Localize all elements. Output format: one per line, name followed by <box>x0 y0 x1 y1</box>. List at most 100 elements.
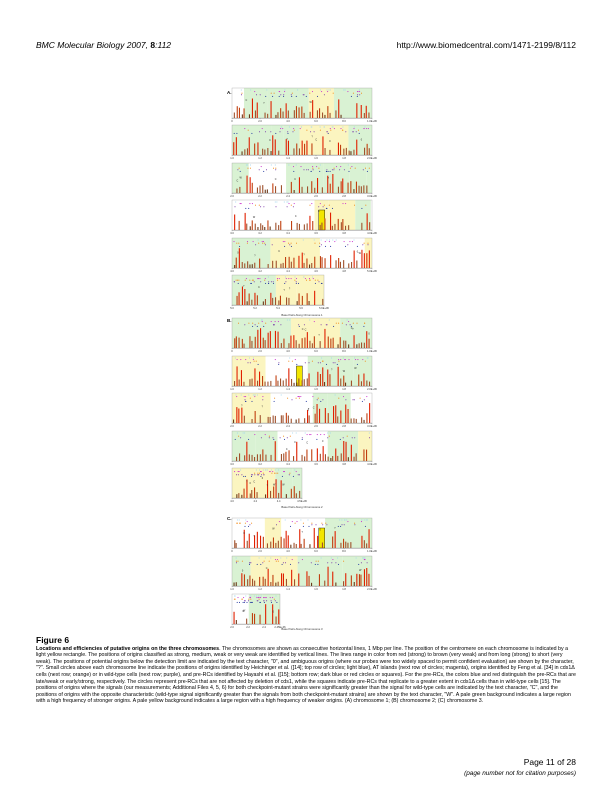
origin-bar <box>283 453 285 461</box>
origin-dot <box>265 169 268 171</box>
origin-bar <box>306 258 308 268</box>
origin-dot <box>338 397 340 399</box>
origin-dot <box>312 166 314 168</box>
origin-dot <box>313 131 315 133</box>
origin-glyph: 0 <box>273 610 275 613</box>
origin-dot <box>241 474 243 476</box>
origin-bar <box>361 417 363 423</box>
origin-bar <box>286 297 288 305</box>
origin-dot <box>366 396 368 398</box>
figure-title: Figure 6 <box>36 635 70 645</box>
origin-bar <box>249 264 251 268</box>
origin-glyph: ? <box>302 531 304 534</box>
origin-bar <box>291 379 293 386</box>
origin-bar <box>332 571 334 586</box>
origin-dot <box>248 322 250 324</box>
origin-dot <box>295 164 297 166</box>
origin-dot <box>259 601 261 603</box>
origin-dot <box>306 434 308 436</box>
origin-dot <box>235 201 237 203</box>
origin-bar <box>368 148 370 155</box>
origin-bar <box>234 381 236 386</box>
origin-dot <box>272 167 275 169</box>
origin-dot <box>357 359 359 361</box>
origin-bar <box>324 454 326 461</box>
origin-bar <box>241 151 243 155</box>
origin-bar <box>254 262 256 268</box>
origin-glyph: ? <box>262 405 264 408</box>
origin-bar <box>338 258 340 268</box>
origin-bar <box>339 261 341 268</box>
origin-bar <box>288 343 290 348</box>
origin-bar <box>345 573 347 586</box>
origin-glyph: ? <box>254 255 256 258</box>
origin-glyph: 0 <box>308 408 310 411</box>
origin-bar <box>308 575 310 586</box>
origin-dot <box>322 399 324 401</box>
origin-bar <box>243 488 245 498</box>
axis-tick-label: 2.45E+06 <box>274 625 286 629</box>
origin-dot <box>320 434 322 436</box>
origin-dot <box>275 472 277 474</box>
origin-bar <box>267 416 269 423</box>
origin-bar <box>298 223 300 230</box>
origin-bar <box>269 417 271 423</box>
origin-bar <box>244 212 246 230</box>
axis-tick-label: 5.6E+06 <box>319 306 329 310</box>
origin-dot <box>285 278 287 280</box>
origin-bar <box>311 181 313 193</box>
origin-dot <box>329 89 331 91</box>
origin-dot <box>314 282 316 284</box>
origin-bar <box>343 375 345 386</box>
origin-dot <box>319 126 321 128</box>
origin-dot <box>250 601 252 603</box>
origin-bar <box>363 449 365 461</box>
axis-tick-label: 4.0E+06 <box>367 462 377 466</box>
origin-bar <box>275 114 277 118</box>
region-background <box>348 125 372 155</box>
origin-dot <box>340 359 342 361</box>
origin-dot <box>309 92 311 94</box>
origin-bar <box>282 111 284 118</box>
origin-dot <box>344 359 346 361</box>
origin-dot <box>240 437 242 439</box>
origin-bar <box>329 149 331 155</box>
origin-bar <box>324 408 326 423</box>
chromosome-row: ? 0 C 0 C? 1.0 1.2 1.4 1.6 1.8 2.0E+06 <box>230 124 377 160</box>
origin-dot <box>246 241 249 243</box>
origin-bar <box>350 380 352 386</box>
origin-bar <box>256 187 258 193</box>
region-background <box>355 200 371 230</box>
origin-bar <box>282 573 284 586</box>
origin-dot <box>264 244 266 246</box>
origin-bar <box>240 370 242 386</box>
axis-tick-label: 1.0E+06 <box>367 549 377 553</box>
origin-bar <box>246 441 248 461</box>
origin-dot <box>238 601 241 603</box>
origin-dot <box>238 471 240 473</box>
origin-dot <box>348 170 350 172</box>
origin-bar <box>264 189 266 193</box>
origin-bar <box>251 182 253 193</box>
origin-bar <box>324 114 326 118</box>
origin-dot <box>242 601 244 603</box>
origin-dot <box>268 560 270 562</box>
origin-dot <box>312 278 314 280</box>
origin-dot <box>262 241 265 243</box>
origin-dot <box>272 281 274 283</box>
origin-dot <box>243 601 245 603</box>
origin-dot <box>268 435 270 437</box>
axis-tick-label: 2.0E+06 <box>367 156 377 160</box>
origin-dot <box>330 245 332 247</box>
origin-bar <box>238 248 240 268</box>
origin-dot <box>287 131 289 133</box>
origin-dot <box>364 525 366 527</box>
running-header-url[interactable]: http://www.biomedcentral.com/1471-2199/8… <box>396 40 576 50</box>
origin-bar <box>306 140 308 155</box>
origin-dot <box>294 279 296 281</box>
origin-glyph: ? <box>303 254 305 257</box>
origin-dot <box>264 557 266 559</box>
origin-bar <box>235 582 237 586</box>
origin-dot <box>321 522 323 524</box>
origin-dot <box>236 132 238 134</box>
